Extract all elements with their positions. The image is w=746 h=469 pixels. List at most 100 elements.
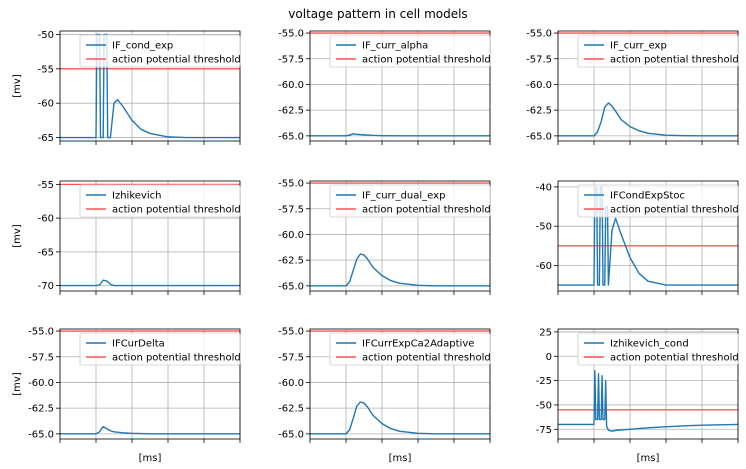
legend-label-threshold: action potential threshold bbox=[362, 205, 491, 216]
plot-area bbox=[60, 33, 240, 139]
y-tick-label: -55.0 bbox=[278, 327, 304, 338]
legend-label-trace: IFCurDelta bbox=[112, 339, 165, 350]
voltage-trace-IFCurrExpCa2Adaptive bbox=[310, 401, 490, 435]
legend-label-threshold: action potential threshold bbox=[112, 353, 241, 364]
plot-area bbox=[60, 330, 240, 435]
legend-label-threshold: action potential threshold bbox=[610, 353, 739, 364]
axes-frame bbox=[557, 30, 739, 142]
y-tick-label: -65.0 bbox=[278, 131, 304, 142]
y-tick-label: -57.5 bbox=[278, 204, 304, 215]
y-tick-label: -55.0 bbox=[278, 29, 304, 40]
subplot-IF_curr_dual_exp: -65.0 -62.5 -60.0 -57.5 -55.0 IF_curr_dual_ex… bbox=[278, 179, 491, 295]
y-tick-label: -62.5 bbox=[278, 404, 304, 415]
y-tick-label: -65.0 bbox=[28, 429, 54, 440]
plot-area bbox=[310, 330, 490, 435]
legend-box bbox=[329, 184, 491, 218]
y-tick-label: -65 bbox=[38, 247, 54, 258]
plot-area bbox=[558, 370, 738, 432]
y-tick-label: -57.5 bbox=[278, 54, 304, 65]
axes-frame bbox=[59, 180, 241, 292]
axes-frame bbox=[309, 30, 491, 142]
y-tick-label: -65.0 bbox=[526, 131, 552, 142]
legend: Izhikevich action potential threshold bbox=[79, 184, 241, 218]
voltage-trace-IFCurDelta bbox=[60, 425, 240, 435]
y-tick-label: -50 bbox=[38, 30, 54, 41]
y-tick-label: -60 bbox=[38, 214, 54, 225]
legend-box bbox=[79, 34, 241, 68]
voltage-trace-IF_curr_dual_exp bbox=[310, 253, 490, 287]
y-tick-label: -70 bbox=[38, 281, 54, 292]
y-tick-label: -55.0 bbox=[278, 179, 304, 190]
y-tick-label: 25 bbox=[539, 327, 552, 338]
y-tick-label: -75 bbox=[536, 425, 552, 436]
plot-area bbox=[310, 182, 490, 287]
y-tick-label: -60 bbox=[38, 99, 54, 110]
voltage-trace-Izhikevich_cond bbox=[558, 370, 738, 432]
axes-frame bbox=[59, 328, 241, 440]
legend-label-trace: IFCurrExpCa2Adaptive bbox=[362, 339, 474, 350]
legend-label-trace: Izhikevich_cond bbox=[610, 339, 689, 350]
legend-label-trace: IF_curr_exp bbox=[610, 41, 667, 52]
y-tick-label: 0 bbox=[546, 352, 552, 363]
voltage-trace-Izhikevich bbox=[60, 279, 240, 287]
y-tick-label: -62.5 bbox=[278, 106, 304, 117]
y-tick-label: -60 bbox=[536, 261, 552, 272]
legend: IFCurrExpCa2Adaptive action potential thr… bbox=[329, 332, 491, 366]
plot-area bbox=[60, 183, 240, 287]
plot-area bbox=[310, 32, 490, 137]
figure-title: voltage pattern in cell models bbox=[288, 7, 467, 21]
axes-frame bbox=[557, 180, 739, 292]
y-tick-label: -62.5 bbox=[28, 404, 54, 415]
legend-label-trace: Izhikevich bbox=[112, 191, 161, 202]
y-tick-label: -65.0 bbox=[278, 429, 304, 440]
y-tick-label: -65 bbox=[38, 133, 54, 144]
legend-label-trace: IF_curr_dual_exp bbox=[362, 191, 445, 202]
y-tick-label: -55.0 bbox=[28, 327, 54, 338]
subplot-IF_curr_alpha: -65.0 -62.5 -60.0 -57.5 -55.0 IF_curr_alphaac… bbox=[278, 29, 491, 145]
subplot-IFCurrExpCa2Adaptive: -65.0 -62.5 -60.0 -57.5 -55.0 IFCurrExpCa2Ada… bbox=[278, 327, 491, 464]
y-tick-label: -60.0 bbox=[278, 230, 304, 241]
y-tick-label: -60.0 bbox=[526, 80, 552, 91]
legend: IFCurDelta action potential threshold bbox=[79, 332, 241, 366]
y-tick-label: -50 bbox=[536, 400, 552, 411]
y-tick-label: -57.5 bbox=[28, 352, 54, 363]
y-tick-label: -60.0 bbox=[278, 378, 304, 389]
y-tick-label: -62.5 bbox=[526, 106, 552, 117]
y-axis-label: [mv] bbox=[12, 224, 23, 248]
y-tick-label: -57.5 bbox=[278, 352, 304, 363]
y-axis-label: [mv] bbox=[12, 74, 23, 98]
x-axis-label: [ms] bbox=[637, 453, 660, 464]
axes-frame bbox=[309, 328, 491, 440]
y-tick-label: -25 bbox=[536, 376, 552, 387]
legend-box bbox=[79, 184, 241, 218]
y-tick-label: -50 bbox=[536, 222, 552, 233]
y-tick-label: -60.0 bbox=[28, 378, 54, 389]
y-tick-label: -55.0 bbox=[526, 29, 552, 40]
legend-label-threshold: action potential threshold bbox=[362, 353, 491, 364]
legend-box bbox=[329, 34, 491, 68]
voltage-trace-IF_cond_exp bbox=[60, 33, 240, 139]
legend-label-threshold: action potential threshold bbox=[610, 55, 739, 66]
legend-label-trace: IF_cond_exp bbox=[112, 41, 173, 52]
subplot-IF_curr_exp: -65.0 -62.5 -60.0 -57.5 -55.0 IF_curr_expacti… bbox=[526, 29, 739, 145]
plot-area bbox=[558, 32, 738, 137]
legend-label-trace: IF_curr_alpha bbox=[362, 41, 428, 52]
legend-box bbox=[329, 332, 491, 366]
y-tick-label: -55 bbox=[38, 64, 54, 75]
legend-label-threshold: action potential threshold bbox=[610, 205, 739, 216]
legend: IFCondExpStoc action potential threshold bbox=[577, 184, 739, 218]
legend-label-threshold: action potential threshold bbox=[112, 55, 241, 66]
subplot-IFCondExpStoc: -60 -50 -40 IFCondExpStoc action potential t… bbox=[536, 180, 739, 295]
axes-frame bbox=[59, 30, 241, 142]
legend-box bbox=[577, 332, 739, 366]
legend-label-threshold: action potential threshold bbox=[362, 55, 491, 66]
subplot-IFCurDelta: -65.0 -62.5 -60.0 -57.5 -55.0 IFCurDelta actio… bbox=[12, 327, 241, 464]
x-axis-label: [ms] bbox=[139, 453, 162, 464]
